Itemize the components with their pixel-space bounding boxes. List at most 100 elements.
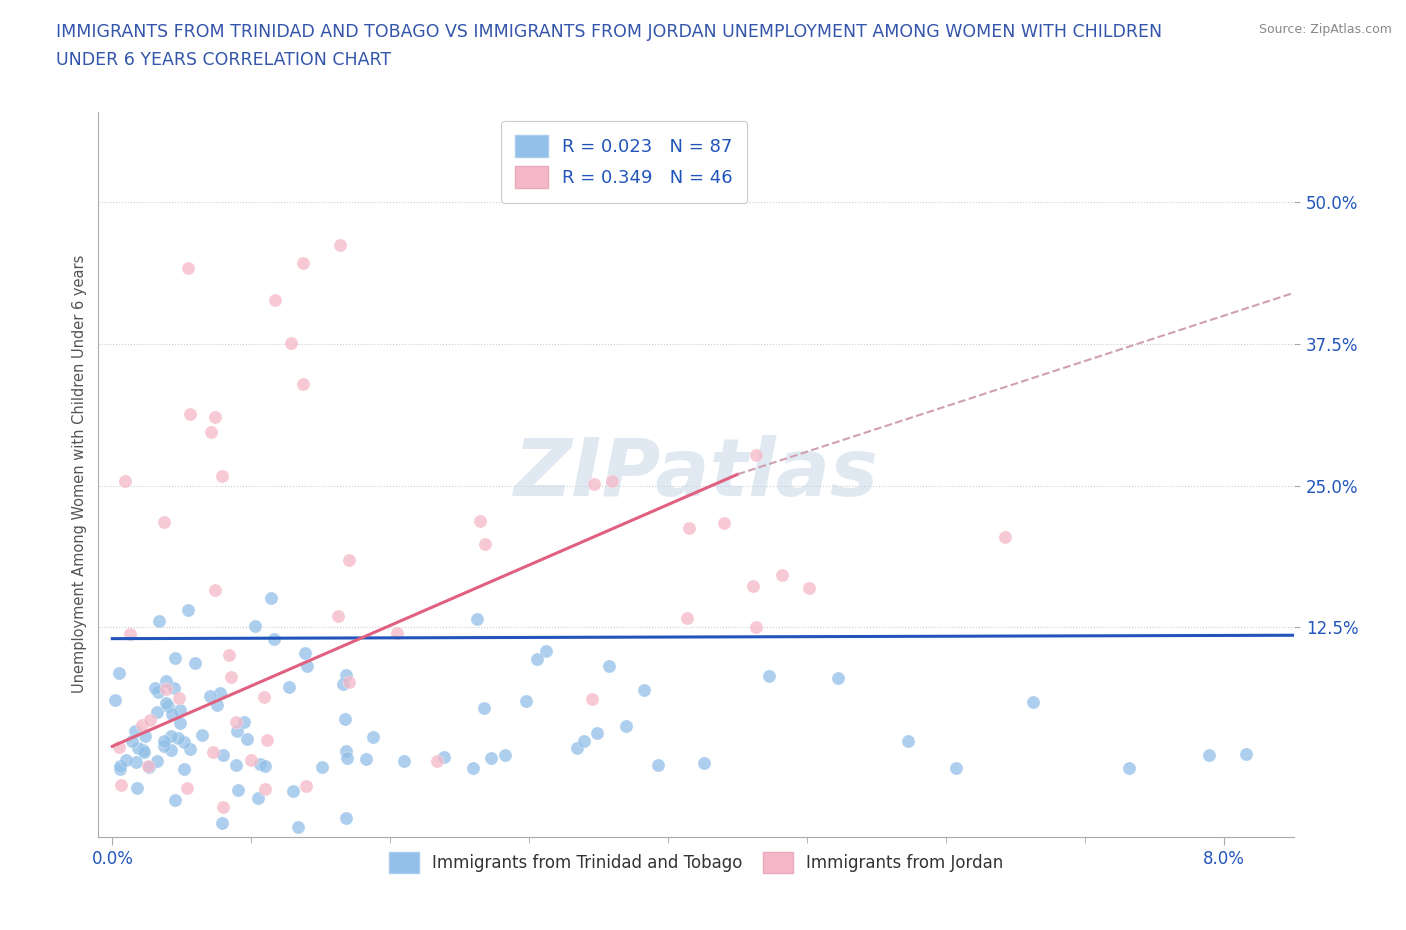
Point bbox=[108, 739, 131, 754]
Point bbox=[600, 473, 623, 488]
Point bbox=[280, 335, 302, 350]
Point bbox=[211, 469, 233, 484]
Point bbox=[339, 552, 361, 567]
Point bbox=[153, 734, 176, 749]
Point bbox=[465, 612, 488, 627]
Point bbox=[208, 685, 231, 700]
Point bbox=[108, 759, 131, 774]
Point bbox=[232, 715, 254, 730]
Point bbox=[236, 731, 259, 746]
Point bbox=[945, 761, 967, 776]
Point bbox=[205, 698, 228, 712]
Text: IMMIGRANTS FROM TRINIDAD AND TOBAGO VS IMMIGRANTS FROM JORDAN UNEMPLOYMENT AMONG: IMMIGRANTS FROM TRINIDAD AND TOBAGO VS I… bbox=[56, 23, 1163, 41]
Point bbox=[246, 791, 269, 806]
Point bbox=[115, 752, 138, 767]
Point bbox=[433, 750, 456, 764]
Point bbox=[152, 515, 174, 530]
Point bbox=[201, 745, 224, 760]
Point bbox=[127, 781, 149, 796]
Point bbox=[515, 694, 537, 709]
Point bbox=[114, 473, 136, 488]
Point bbox=[243, 618, 266, 633]
Point bbox=[169, 716, 191, 731]
Point bbox=[134, 729, 156, 744]
Point bbox=[124, 724, 146, 738]
Point bbox=[108, 762, 131, 777]
Point bbox=[326, 608, 349, 623]
Point bbox=[179, 741, 201, 756]
Point bbox=[136, 758, 159, 773]
Text: ZIPatlas: ZIPatlas bbox=[513, 435, 879, 513]
Text: Source: ZipAtlas.com: Source: ZipAtlas.com bbox=[1258, 23, 1392, 36]
Point bbox=[118, 627, 141, 642]
Point bbox=[198, 688, 221, 703]
Point bbox=[173, 761, 195, 776]
Point bbox=[263, 631, 285, 646]
Text: UNDER 6 YEARS CORRELATION CHART: UNDER 6 YEARS CORRELATION CHART bbox=[56, 51, 391, 69]
Point bbox=[167, 690, 190, 705]
Point bbox=[283, 783, 305, 798]
Point bbox=[165, 650, 187, 665]
Point bbox=[218, 648, 240, 663]
Point bbox=[160, 743, 183, 758]
Point bbox=[678, 520, 700, 535]
Point bbox=[647, 757, 669, 772]
Point bbox=[797, 581, 820, 596]
Point bbox=[253, 781, 276, 796]
Point bbox=[472, 701, 495, 716]
Point bbox=[219, 670, 242, 684]
Point bbox=[713, 515, 735, 530]
Point bbox=[758, 668, 780, 683]
Point bbox=[165, 792, 187, 807]
Point bbox=[336, 751, 359, 765]
Point bbox=[108, 665, 131, 680]
Point bbox=[742, 578, 765, 593]
Point bbox=[167, 730, 190, 745]
Y-axis label: Unemployment Among Women with Children Under 6 years: Unemployment Among Women with Children U… bbox=[72, 255, 87, 694]
Point bbox=[157, 698, 180, 713]
Point bbox=[239, 752, 262, 767]
Point bbox=[254, 759, 277, 774]
Point bbox=[110, 777, 132, 792]
Point bbox=[184, 656, 207, 671]
Point bbox=[294, 645, 316, 660]
Point bbox=[335, 743, 357, 758]
Point bbox=[567, 741, 589, 756]
Point bbox=[526, 652, 548, 667]
Point bbox=[772, 568, 794, 583]
Point bbox=[534, 644, 557, 658]
Point bbox=[994, 530, 1017, 545]
Point bbox=[897, 734, 920, 749]
Point bbox=[155, 673, 177, 688]
Point bbox=[146, 753, 169, 768]
Point bbox=[361, 730, 384, 745]
Point bbox=[291, 377, 314, 392]
Point bbox=[131, 718, 153, 733]
Point bbox=[1236, 747, 1258, 762]
Point bbox=[572, 734, 595, 749]
Point bbox=[249, 757, 271, 772]
Point bbox=[260, 591, 283, 605]
Point bbox=[827, 671, 849, 685]
Point bbox=[124, 754, 146, 769]
Point bbox=[138, 760, 160, 775]
Point bbox=[287, 819, 309, 834]
Point bbox=[311, 759, 333, 774]
Point bbox=[463, 761, 485, 776]
Point bbox=[132, 745, 155, 760]
Point bbox=[204, 582, 226, 597]
Point bbox=[143, 680, 166, 695]
Point bbox=[295, 778, 318, 793]
Point bbox=[155, 682, 177, 697]
Point bbox=[426, 754, 449, 769]
Point bbox=[332, 676, 354, 691]
Point bbox=[145, 704, 167, 719]
Point bbox=[104, 693, 127, 708]
Point bbox=[598, 658, 620, 673]
Point bbox=[204, 410, 226, 425]
Point bbox=[392, 754, 415, 769]
Point bbox=[676, 611, 699, 626]
Point bbox=[585, 725, 607, 740]
Point bbox=[745, 448, 768, 463]
Point bbox=[581, 691, 603, 706]
